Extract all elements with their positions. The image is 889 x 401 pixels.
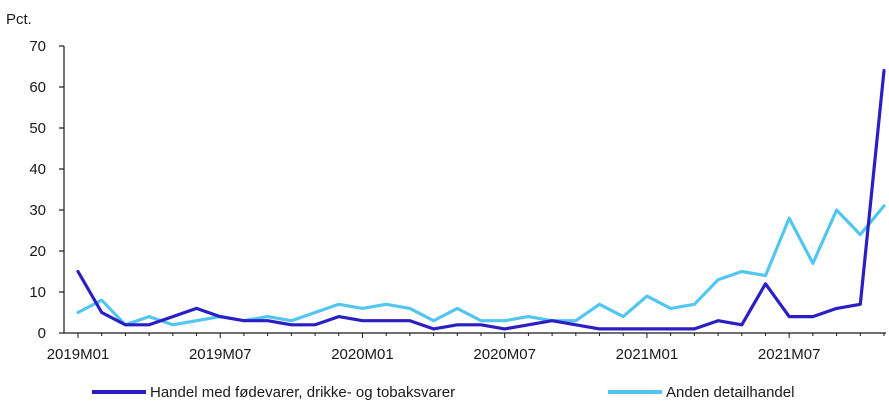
y-tick-label: 40 (29, 161, 46, 178)
series-layer (76, 68, 886, 331)
legend: Handel med fødevarer, drikke- og tobaksv… (92, 384, 794, 401)
y-tick-label: 70 (29, 38, 46, 55)
x-tick-label: 2021M07 (758, 346, 821, 363)
y-tick-label: 30 (29, 202, 46, 219)
y-tick-label: 50 (29, 120, 46, 137)
x-tick-label: 2019M07 (189, 346, 252, 363)
series-line-handel-med-foedevarer (76, 68, 886, 331)
legend-label: Handel med fødevarer, drikke- og tobaksv… (150, 384, 455, 401)
y-tick-label: 10 (29, 284, 46, 301)
x-tick-label: 2021M01 (616, 346, 679, 363)
x-tick-label: 2019M01 (47, 346, 110, 363)
y-tick-label: 60 (29, 79, 46, 96)
y-tick-label: 20 (29, 243, 46, 260)
x-tick-label: 2020M01 (331, 346, 394, 363)
series-line-anden-detailhandel (76, 204, 886, 327)
x-axis: 2019M01 2019M07 2020M01 2020M07 2021M01 2021M… (47, 332, 886, 363)
legend-label: Anden detailhandel (666, 384, 794, 401)
y-tick-label: 0 (38, 325, 46, 342)
y-axis: Pct. 0 10 20 30 40 50 60 70 (6, 11, 65, 342)
x-tick-label: 2020M07 (473, 346, 536, 363)
y-unit-label: Pct. (6, 11, 32, 28)
